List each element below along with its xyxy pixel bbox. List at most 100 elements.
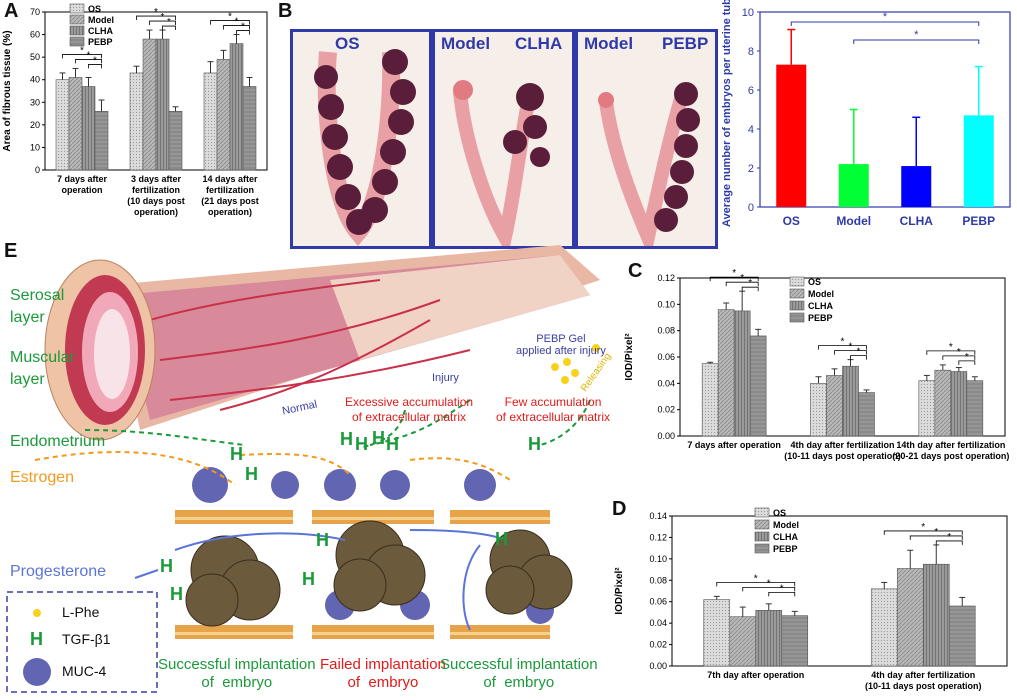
label-injury: Injury (432, 372, 459, 384)
svg-text:H: H (302, 569, 315, 589)
label-endometrium: Endometrium (10, 433, 106, 450)
significance-star: * (161, 12, 165, 23)
significance-star: * (241, 22, 245, 33)
svg-text:H: H (528, 434, 541, 454)
significance-bracket (935, 540, 963, 545)
legend-swatch (754, 543, 770, 554)
y-tick-label: 50 (30, 52, 40, 62)
plot-frame (759, 11, 1011, 208)
label-pebp-gel: PEBP Gel applied after injury (516, 333, 606, 357)
significance-star: * (767, 578, 771, 589)
chart-a: 0 10 20 30 40 50 60 70 Area of fibrous tissue (%… (2, 3, 268, 217)
significance-bracket (850, 355, 867, 360)
x-category-label: PEBP (962, 214, 995, 228)
significance-star: * (93, 55, 97, 66)
significance-star: * (754, 573, 758, 584)
significance-star: * (228, 12, 232, 23)
legend-swatch (789, 276, 805, 287)
svg-text:H: H (160, 556, 173, 576)
x-category-label: 4th day after fertilization (790, 440, 894, 450)
y-tick-label: 0.06 (649, 597, 667, 607)
bar (842, 365, 859, 437)
label-estrogen: Estrogen (10, 469, 75, 486)
svg-text:H: H (372, 428, 385, 448)
significance-bracket (223, 25, 250, 30)
y-tick-label: 0.02 (657, 405, 675, 415)
y-tick-label: 4 (748, 124, 754, 136)
chart-d: 0.00 0.02 0.04 0.06 0.08 0.10 0.12 0.14 IOD/Pixe… (614, 507, 1008, 691)
y-tick-label: 30 (30, 97, 40, 107)
bar (838, 164, 869, 207)
y-tick-label: 10 (742, 7, 754, 19)
svg-text:H: H (386, 434, 399, 454)
x-category-label: (21 days post (201, 196, 259, 206)
y-axis-label: IOD/Pixel² (614, 567, 625, 615)
x-category-label: fertilization (206, 185, 254, 195)
legend-swatch (754, 519, 770, 530)
bar (229, 43, 244, 171)
significance-star: * (965, 352, 969, 363)
svg-text:H: H (245, 464, 258, 484)
y-tick-label: 20 (30, 120, 40, 130)
significance-star: * (947, 532, 951, 543)
significance-bracket (853, 39, 980, 44)
panel-label-e: E (4, 240, 18, 262)
x-category-label: (20-21 days post operation) (892, 451, 1009, 461)
legend-label: CLHA (88, 26, 113, 36)
label-muscular-layer: Muscular layer (10, 349, 75, 388)
bar (870, 588, 898, 667)
significance-bracket (741, 286, 759, 292)
legend-swatch (69, 14, 85, 25)
y-tick-label: 0.02 (649, 640, 667, 650)
y-tick-label: 0 (35, 165, 40, 175)
svg-text:H: H (230, 444, 243, 464)
diagram-legend-box (6, 591, 158, 693)
x-category-label: 3 days after (131, 174, 182, 184)
significance-star: * (740, 273, 744, 284)
panel-label-b: B (278, 0, 293, 22)
lphe-dots (551, 344, 600, 384)
bar (242, 86, 257, 171)
bar (203, 72, 218, 171)
significance-star: * (87, 50, 91, 61)
significance-bracket (62, 54, 102, 59)
significance-bracket (709, 276, 759, 282)
chart-b: 0 2 4 6 8 10 Average number of embryos per ute… (721, 0, 1011, 228)
x-category-label: 7th day after operation (707, 670, 804, 680)
legend-swatch (69, 3, 85, 14)
significance-bracket (790, 21, 980, 26)
bar (950, 371, 968, 437)
photo-label-model-2: Model (584, 34, 634, 53)
significance-bracket (834, 350, 867, 355)
legend-swatch (789, 312, 805, 323)
bar (826, 375, 843, 437)
legend-swatch (754, 531, 770, 542)
significance-star: * (780, 583, 784, 594)
bar (934, 369, 952, 437)
plot-frame (671, 515, 1008, 667)
panel-label-a: A (4, 0, 19, 22)
legend-swatch (789, 288, 805, 299)
legend-label: PEBP (773, 544, 798, 554)
bar (729, 616, 757, 667)
svg-text:H: H (316, 530, 329, 550)
legend-label: OS (88, 4, 101, 14)
legend-label: CLHA (808, 301, 833, 311)
x-category-label: 14 days after (202, 174, 258, 184)
label-serosal-layer: Serosal layer (10, 287, 65, 326)
significance-bracket (716, 581, 796, 587)
significance-bracket (958, 360, 976, 365)
label-failed-implantation: Failed implantation of embryo (320, 656, 446, 691)
bar (733, 310, 751, 437)
legend-tgf-label: TGF-β1 (62, 631, 111, 647)
y-tick-label: 0.00 (657, 431, 675, 441)
x-category-label: (10 days post (127, 196, 185, 206)
significance-star: * (949, 342, 953, 353)
significance-bracket (88, 64, 102, 69)
x-category-label: 7 days after (57, 174, 108, 184)
panel-label-c: C (628, 260, 643, 282)
legend-swatch (754, 507, 770, 518)
bar (81, 86, 96, 171)
significance-bracket (236, 30, 250, 35)
